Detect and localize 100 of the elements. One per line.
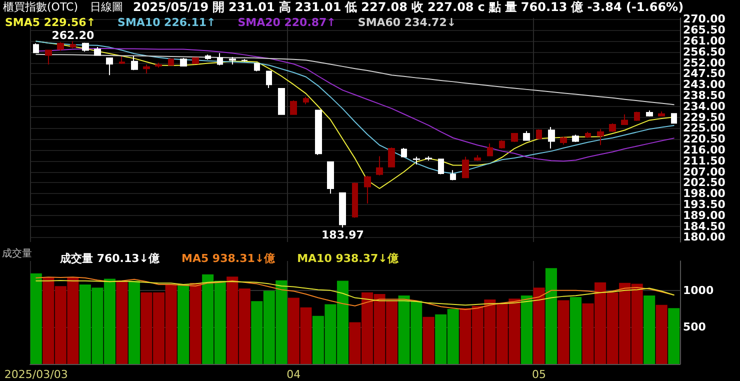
y-tick-label: 184.50: [683, 220, 726, 233]
candlestick: [290, 100, 297, 116]
candlestick: [388, 147, 395, 168]
y-tick-label: 247.50: [683, 67, 726, 80]
series-label: 成交量 760.13↓億: [59, 252, 160, 265]
chart-subtitle: 日線圖: [90, 0, 123, 14]
candlestick: [217, 52, 223, 66]
y-tick-label: 243.00: [683, 78, 726, 92]
candlestick: [487, 142, 493, 157]
candlestick: [119, 56, 125, 65]
series-label: SMA10 226.11↑: [118, 16, 216, 29]
annotation: 183.97: [322, 228, 364, 242]
candlestick: [621, 114, 628, 126]
y-tick-label: 500: [683, 320, 706, 334]
x-tick-label: 2025/03/03: [4, 368, 68, 381]
candlestick: [180, 57, 187, 67]
text: SMA60 234.72↓: [358, 16, 456, 29]
y-tick-label: 229.50: [683, 110, 726, 124]
text: 收: [411, 0, 424, 14]
line-series: [36, 280, 674, 306]
candlestick: [634, 111, 640, 122]
candlestick: [474, 154, 481, 162]
bar: [545, 268, 557, 364]
bar: [128, 280, 140, 364]
candlestick: [658, 110, 665, 117]
y-tick-label: 216.00: [683, 143, 726, 156]
candlestick: [131, 56, 138, 71]
y-tick-label: 261.00: [683, 34, 726, 48]
text: c: [478, 0, 485, 14]
y-tick-label: 238.50: [683, 88, 726, 102]
candlestick: [671, 113, 677, 124]
candlestick: [57, 42, 64, 52]
candlestick: [143, 64, 150, 74]
y-tick-label: 211.50: [683, 154, 726, 168]
y-tick-label: 180.00: [683, 230, 726, 244]
candlestick: [327, 161, 334, 194]
candlestick: [401, 148, 407, 158]
candlestick: [254, 62, 260, 72]
candlestick: [241, 58, 248, 62]
series-label: MA5 938.31↓億: [181, 252, 276, 265]
text: 231.01: [228, 0, 275, 14]
text: 227.08: [427, 0, 474, 14]
bar: [520, 296, 532, 364]
text: 量: [504, 0, 517, 14]
line-series: [36, 276, 674, 310]
candlestick: [450, 170, 456, 181]
candlestick: [82, 42, 89, 52]
candlestick: [192, 57, 199, 64]
candlestick: [523, 130, 530, 142]
y-tick-label: 189.00: [683, 208, 726, 222]
text: 點: [488, 0, 501, 14]
chart-title: 櫃買指數(OTC): [3, 0, 78, 14]
text: MA10 938.37↓億: [297, 252, 400, 265]
bar: [190, 282, 202, 364]
candlestick: [376, 156, 383, 176]
y-tick-label: 193.50: [683, 198, 726, 211]
y-tick-label: 207.00: [683, 165, 726, 178]
bar: [116, 280, 128, 364]
candlestick: [609, 122, 616, 132]
y-tick-label: 270.00: [683, 12, 726, 26]
candlestick: [364, 175, 371, 204]
text: 高: [278, 0, 291, 14]
y-tick-label: 1000: [683, 284, 714, 297]
y-tick-label: 256.50: [683, 45, 726, 58]
candlestick: [278, 88, 285, 116]
candlestick: [106, 56, 113, 76]
candlestick: [266, 70, 272, 88]
candlestick: [597, 128, 604, 146]
candlestick: [205, 54, 211, 60]
candlestick: [572, 134, 579, 142]
candlestick: [33, 42, 39, 54]
candlestick: [462, 156, 469, 179]
bar: [668, 308, 680, 364]
candlestick: [352, 182, 358, 218]
candlestick: [536, 128, 542, 140]
text: -3.84 (-1.66%): [587, 0, 684, 14]
text: 低: [344, 0, 358, 14]
candlestick: [168, 58, 174, 66]
x-tick-label: 04: [286, 368, 301, 381]
candlestick: [511, 132, 518, 142]
bar: [644, 296, 656, 364]
candlestick: [94, 46, 101, 56]
annotation: 262.20: [52, 29, 94, 42]
candlestick: [155, 62, 162, 68]
candlestick: [45, 49, 52, 65]
candlestick: [339, 192, 346, 228]
bar: [558, 300, 570, 364]
bar: [570, 297, 582, 364]
text: 760.13: [520, 0, 568, 14]
candlestick: [315, 110, 322, 156]
candlestick: [585, 131, 591, 138]
y-tick-label: 234.00: [683, 100, 726, 113]
bar: [533, 288, 545, 364]
candlestick: [438, 158, 444, 175]
y-tick-label: 220.50: [683, 132, 726, 146]
bar: [422, 316, 434, 364]
text: 開: [212, 0, 225, 14]
y-tick-label: 202.50: [683, 176, 726, 190]
candlestick: [425, 156, 432, 162]
chart-title: 成交量: [2, 248, 32, 260]
